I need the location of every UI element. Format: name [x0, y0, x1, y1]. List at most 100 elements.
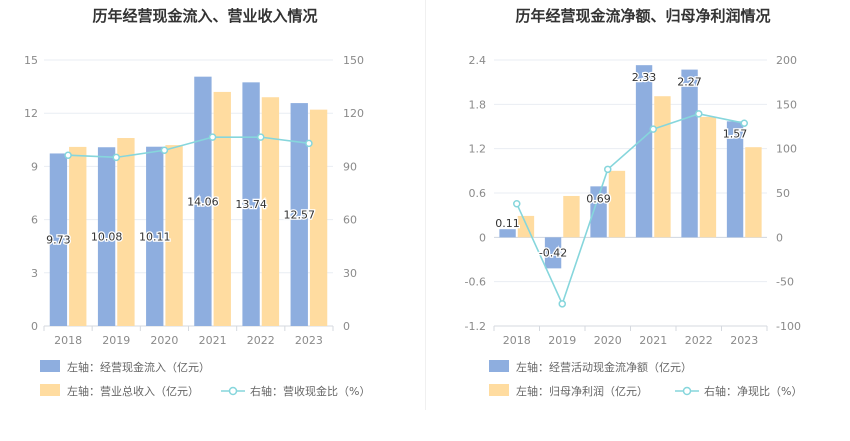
- bar-primary: [726, 121, 744, 238]
- chart-panel-net-cash-profit: 历年经营现金流净额、归母净利润情况 -1.2 -0.6 0 0.6 1.2 1.8 2.4 -1…: [425, 0, 850, 437]
- left-axis-tick: 6: [31, 214, 38, 227]
- right-axis-tick: 150: [776, 98, 797, 111]
- bar-secondary: [517, 215, 535, 238]
- bar-primary: [635, 65, 653, 238]
- panel-divider: [425, 0, 426, 410]
- chart-net-cash-profit: 历年经营现金流净额、归母净利润情况 -1.2 -0.6 0 0.6 1.2 1.8 2.4 -1…: [465, 7, 803, 398]
- line-point: [305, 139, 313, 148]
- chart-title: 历年经营现金流净额、归母净利润情况: [515, 7, 770, 25]
- legend-swatch: [489, 360, 509, 372]
- line-series: [68, 136, 310, 159]
- legend-label: 右轴：营收现金比（%）: [250, 384, 370, 398]
- bar-primary: [242, 82, 260, 327]
- line-point: [513, 199, 521, 208]
- x-axis-tick: 2018: [503, 334, 531, 347]
- legend-swatch: [40, 360, 60, 372]
- bar-primary: [49, 153, 68, 326]
- x-axis-tick: 2020: [150, 334, 178, 347]
- right-axis-tick: 120: [343, 107, 364, 120]
- line-point: [64, 151, 72, 159]
- bar-secondary: [608, 170, 626, 238]
- legend-label: 右轴：净现比（%）: [704, 384, 802, 398]
- bar-data-label: 14.06: [187, 195, 219, 208]
- bar-data-label: 10.11: [139, 230, 171, 243]
- legend-label: 左轴：经营现金流入（亿元）: [67, 360, 210, 374]
- bar-secondary: [69, 146, 87, 326]
- x-axis-tick: 2019: [102, 334, 130, 347]
- x-axis-tick: 2020: [594, 334, 622, 347]
- bar-data-label: 0.69: [586, 192, 611, 205]
- right-axis-tick: -100: [776, 320, 801, 333]
- legend-swatch: [489, 384, 509, 396]
- line-point: [257, 133, 265, 141]
- line-point: [695, 110, 703, 118]
- line-point: [740, 119, 748, 127]
- line-point: [208, 133, 217, 141]
- legend-swatch-marker: [682, 386, 692, 396]
- line-point: [160, 146, 169, 155]
- left-axis-tick: 2.4: [469, 54, 487, 67]
- x-axis-tick: 2022: [247, 334, 275, 347]
- bar-primary: [544, 237, 562, 269]
- x-axis-tick: 2023: [730, 334, 758, 347]
- x-axis-tick: 2021: [639, 334, 667, 347]
- x-axis-tick: 2022: [685, 334, 713, 347]
- chart-title: 历年经营现金流入、营业收入情况: [92, 7, 317, 25]
- x-axis-tick: 2021: [199, 334, 227, 347]
- right-axis-tick: 60: [343, 214, 357, 227]
- right-axis-tick: 50: [776, 187, 790, 200]
- bar-primary: [146, 146, 164, 326]
- right-axis-tick: 150: [343, 54, 364, 67]
- left-axis-tick: 1.2: [469, 143, 487, 156]
- bar-data-label: 2.27: [677, 76, 702, 89]
- x-axis-tick: 2018: [54, 334, 82, 347]
- right-axis-tick: 30: [343, 267, 357, 280]
- bar-primary: [290, 103, 308, 326]
- x-axis-tick: 2023: [295, 334, 323, 347]
- bar-primary: [97, 147, 116, 326]
- bar-primary: [681, 69, 698, 238]
- left-axis-tick: 0.6: [469, 187, 487, 200]
- legend-label: 左轴：经营活动现金流净额（亿元）: [516, 360, 692, 374]
- left-axis-tick: -1.2: [465, 320, 486, 333]
- legend-swatch-marker: [228, 386, 238, 396]
- bar-secondary: [213, 91, 231, 326]
- legend-label: 左轴：营业总收入（亿元）: [67, 384, 199, 398]
- bar-secondary: [165, 145, 183, 326]
- bar-data-label: 9.73: [46, 234, 71, 247]
- left-axis-tick: 0: [479, 231, 486, 244]
- left-axis-tick: 1.8: [469, 98, 487, 111]
- chart-cash-inflow-revenue: 历年经营现金流入、营业收入情况0369121503060901201502018…: [24, 7, 370, 398]
- left-axis-tick: 0: [31, 320, 38, 333]
- chart-panel-cash-inflow-revenue: 历年经营现金流入、营业收入情况 0 3 6 9 12 15 0 30 60 90 120 150 2018…: [0, 0, 425, 437]
- line-series: [516, 112, 745, 307]
- line-point: [649, 125, 657, 133]
- left-axis-tick: 12: [24, 107, 38, 120]
- x-axis-tick: 2019: [548, 334, 576, 347]
- right-axis-tick: 100: [776, 143, 797, 156]
- legend-label: 左轴：归母净利润（亿元）: [516, 384, 648, 398]
- bar-secondary: [261, 97, 280, 327]
- legend-swatch: [40, 384, 60, 396]
- bar-secondary: [745, 147, 762, 238]
- bar-data-label: 2.33: [632, 71, 657, 84]
- bar-secondary: [563, 195, 580, 238]
- bar-data-label: 10.08: [91, 231, 123, 244]
- bar-secondary: [309, 109, 328, 326]
- line-point: [604, 165, 612, 174]
- bar-data-label: 1.57: [723, 127, 748, 140]
- bar-primary: [499, 229, 516, 238]
- left-axis-tick: 15: [24, 54, 38, 67]
- left-axis-tick: 9: [31, 160, 38, 173]
- bar-data-label: 12.57: [283, 209, 315, 222]
- line-point: [558, 300, 566, 308]
- bar-secondary: [699, 116, 717, 238]
- bar-secondary: [654, 96, 671, 238]
- left-axis-tick: -0.6: [465, 276, 486, 289]
- bar-data-label: 0.11: [495, 217, 520, 230]
- right-axis-tick: 0: [343, 320, 350, 333]
- bar-secondary: [117, 138, 135, 326]
- right-axis-tick: 90: [343, 160, 357, 173]
- bar-data-label: 13.74: [235, 198, 267, 211]
- line-point: [112, 153, 120, 162]
